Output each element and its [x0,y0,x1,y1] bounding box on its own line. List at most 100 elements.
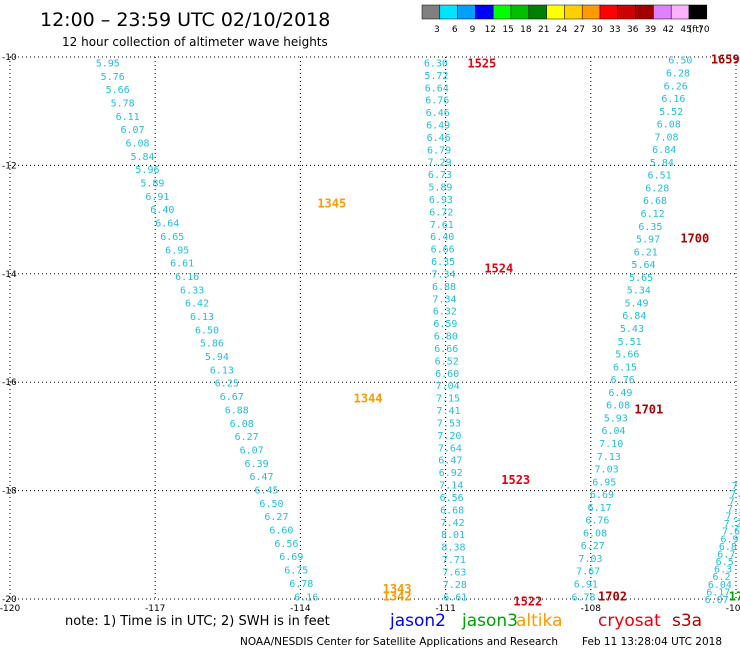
satellite-jason2-label: jason2 [389,611,446,631]
wave-height-value: 6.92 [439,468,463,479]
wave-height-value: 6.69 [279,552,303,563]
wave-height-value: 5.76 [101,72,125,83]
wave-height-value: 6.26 [664,81,688,92]
lat-tick-label: -14 [2,270,17,280]
lon-tick-label: -114 [290,604,311,614]
pass-time-label: 1522 [513,595,542,609]
wave-height-value: 5.94 [205,352,229,363]
altimeter-tracks: 5.95 5.76 5.66 5.78 6.11 6.07 6.08 5.84 5.96 5.89… [96,56,740,606]
wave-height-value: 6.88 [225,405,249,416]
legend-bin-label: 36 [627,25,639,35]
wave-height-value: 6.08 [583,528,607,539]
wave-height-value: 8.38 [441,543,465,554]
wave-height-value: 6.27 [581,541,605,552]
wave-height-value: 6.08 [606,401,630,412]
wave-height-value: 6.95 [165,245,189,256]
wave-height-value: 6.28 [666,68,690,79]
wave-height-value: 6.47 [250,472,274,483]
wave-height-value: 6.76 [425,96,449,107]
wave-height-value: 6.67 [220,392,244,403]
wave-height-value: 6.40 [430,232,454,243]
pass-time-label: 1700 [680,232,709,246]
wave-height-value: 6.66 [431,245,455,256]
legend-swatch [564,4,583,20]
wave-height-value: 6.76 [611,375,635,386]
wave-height-value: 5.84 [130,152,154,163]
wave-height-value: 6.27 [264,512,288,523]
wave-height-value: 6.56 [274,539,298,550]
lat-tick-label: -16 [2,378,17,388]
wave-height-value: 7.29 [427,158,451,169]
wave-height-value: 6.33 [180,285,204,296]
wave-height-value: 6.27 [235,432,259,443]
wave-height-value: 5.64 [631,260,655,271]
wave-height-value: 6.16 [661,94,685,105]
legend-bin-label: 33 [609,25,620,35]
wave-height-value: 5.52 [659,107,683,118]
legend-swatch [510,4,530,20]
legend-unit-label: (ft) [689,25,703,35]
legend-bin-label: 24 [556,25,568,35]
wave-height-value: 7.42 [441,518,465,529]
legend-bin-label: 30 [591,25,603,35]
wave-height-value: 5.34 [627,286,651,297]
wave-height-value: 8.01 [441,530,465,541]
wave-height-value: 6.84 [652,145,676,156]
legend-swatch [546,4,565,20]
wave-height-value: 6.07 [705,595,729,606]
lat-tick-label: -20 [2,595,17,605]
wave-height-value: 6.65 [160,232,184,243]
wave-height-value: 7.0 [727,504,740,515]
wave-height-value: 6.9 [721,534,739,545]
wave-height-value: 6.08 [230,419,254,430]
legend-bin-label: 39 [645,25,657,35]
wave-height-value: 6.78 [289,579,313,590]
wave-height-value: 6.12 [641,209,665,220]
wave-height-value: 6.32 [433,307,457,318]
wave-height-value: 6.78 [571,592,595,603]
wave-height-value: 6.50 [668,56,692,67]
lon-tick-label: -105 [726,604,740,614]
footer-credit: NOAA/NESDIS Center for Satellite Applica… [240,636,558,648]
pass-time-label: 1524 [484,261,513,275]
wave-height-value: 6.91 [574,580,598,591]
wave-height-value: 7.71 [442,555,466,566]
wave-height-value: 5.84 [650,158,674,169]
satellite-s3a-label: s3a [672,611,702,631]
wave-height-value: 7.14 [439,481,463,492]
wave-height-value: 6.46 [426,108,450,119]
wave-height-value: 6.52 [435,356,459,367]
wave-height-value: 6.08 [125,139,149,150]
legend-bin-label: 9 [470,25,476,35]
footer-note: note: 1) Time is in UTC; 2) SWH is in fe… [65,614,330,629]
pass-time-label: 1702 [598,589,627,603]
wave-height-value: 6.35 [638,222,662,233]
wave-height-value: 6.16 [294,592,318,603]
wave-height-value: 6.5 [716,557,734,568]
left-track: 5.95 5.76 5.66 5.78 6.11 6.07 6.08 5.84 5.96 5.89… [96,58,319,603]
wave-height-value: 6.21 [634,247,658,258]
wave-height-value: 6.64 [155,219,179,230]
wave-height-value: 6.39 [245,459,269,470]
wave-height-value: 6.73 [428,170,452,181]
legend-swatch [617,4,636,20]
wave-height-value: 6.3 [714,565,732,576]
wave-height-value: 7.53 [437,418,461,429]
wave-height-value: 6.07 [121,125,145,136]
legend-bin-label: 6 [452,25,458,35]
wave-height-value: 7.61 [430,220,454,231]
wave-height-value: 6.80 [434,332,458,343]
wave-height-value: 6.69 [590,490,614,501]
wave-height-value: 6.7 [717,549,735,560]
wave-height-value: 6.51 [648,171,672,182]
wave-height-value: 6.50 [259,499,283,510]
wave-height-value: 6.61 [443,592,467,603]
legend-bin-label: 21 [538,25,549,35]
legend-swatch [670,4,690,20]
wave-height-value: 6.64 [425,83,449,94]
wave-height-value: 6.07 [240,445,264,456]
wave-height-value: 5.51 [618,337,642,348]
wave-height-value: 7.67 [576,567,600,578]
wave-height-color-legend: 3 6 9 12 15 18 21 24 27 30 33 36 39 42 45 70(ft) [421,4,710,35]
